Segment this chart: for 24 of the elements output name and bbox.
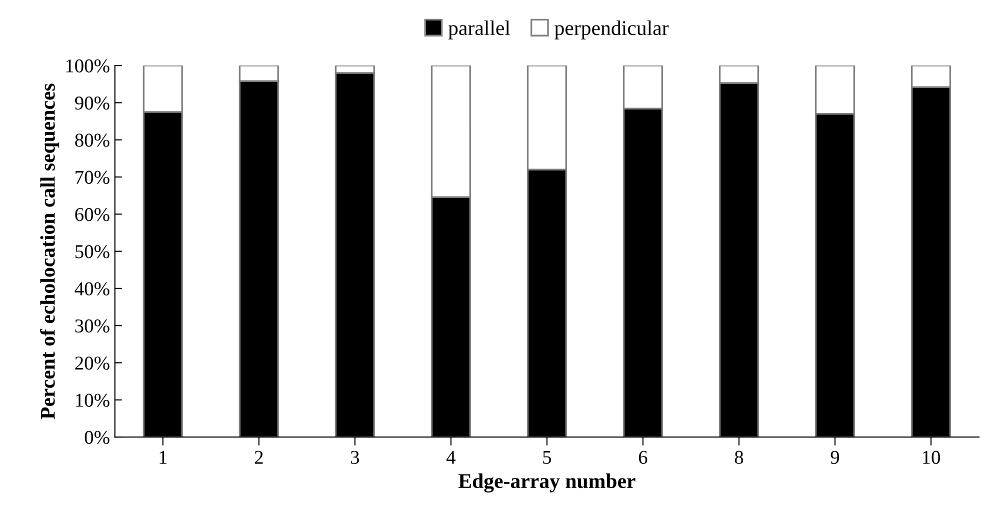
- x-tick-label: 2: [254, 450, 263, 464]
- y-tick-label: 90%: [75, 96, 110, 110]
- y-tick-label: 70%: [76, 170, 110, 184]
- x-tick-label: 8: [734, 450, 744, 464]
- legend-label: perpendicular: [554, 20, 669, 40]
- y-tick-label: 50%: [76, 245, 110, 258]
- x-tick-label: 10: [923, 450, 940, 464]
- y-tick-label: 0%: [84, 430, 110, 444]
- y-tick-label: 10%: [76, 394, 110, 407]
- y-tick-label: 20%: [75, 356, 110, 370]
- x-tick-label: 3: [350, 450, 360, 464]
- y-tick-label: 40%: [74, 282, 110, 296]
- x-tick-label: 6: [638, 450, 648, 464]
- y-tick-label: 30%: [75, 319, 110, 333]
- legend-label: parallel: [448, 20, 510, 40]
- y-tick-label: 60%: [75, 208, 110, 222]
- x-axis-title: Edge-array number: [458, 473, 636, 492]
- y-tick-label: 100%: [66, 59, 110, 73]
- x-tick-label: 4: [446, 450, 456, 464]
- x-tick-label: 1: [160, 450, 167, 464]
- y-tick-label: 80%: [75, 134, 110, 147]
- y-axis-title: Percent of echolocation call sequences: [40, 84, 60, 420]
- x-tick-label: 9: [830, 450, 840, 464]
- x-tick-label: 5: [543, 451, 552, 464]
